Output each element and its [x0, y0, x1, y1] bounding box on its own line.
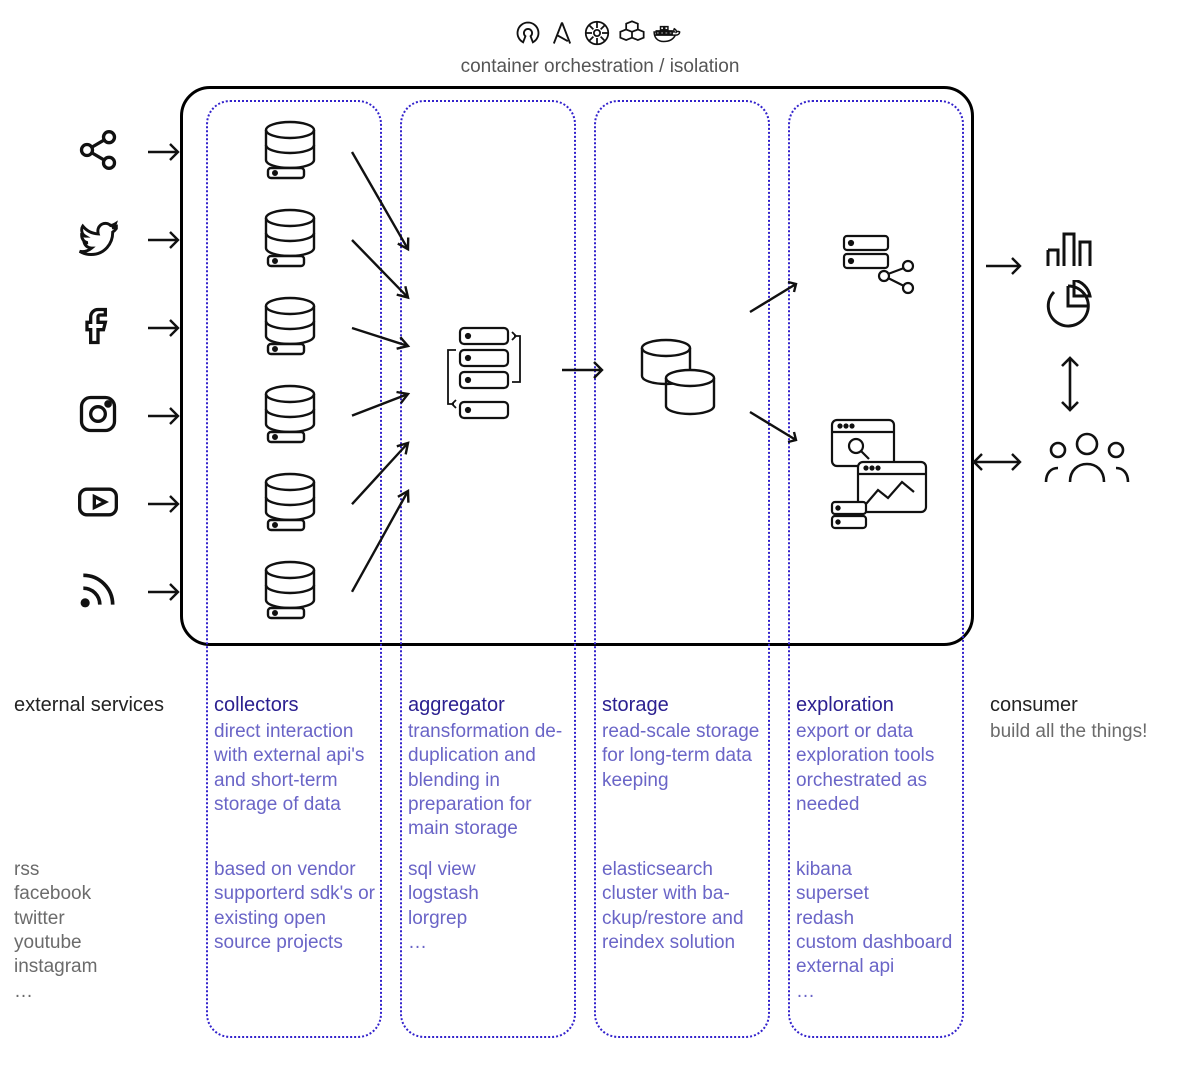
- youtube-icon: [76, 480, 124, 528]
- arrow-storage-to-exp-up: [746, 278, 806, 318]
- facebook-icon: [76, 304, 124, 352]
- arrow-rss-in: [146, 580, 186, 604]
- twitter-icon: [76, 216, 124, 264]
- consumer-desc: build all the things!: [990, 720, 1170, 744]
- external-examples: rssfacebooktwitteryoutubeinstagram…: [14, 858, 184, 1004]
- exploration-title: exploration: [796, 692, 894, 718]
- orchestration-icons: [0, 18, 1200, 52]
- storage-title: storage: [602, 692, 669, 718]
- consumer-users-icon: [1042, 430, 1132, 488]
- docker-icon: [652, 19, 686, 47]
- instagram-icon: [76, 392, 124, 440]
- external-title: external services: [14, 692, 164, 718]
- arrow-exp-to-consumer-1: [984, 254, 1028, 278]
- exploration-export-icon: [840, 232, 920, 304]
- aggregator-examples: sql viewlogstashlorgrep…: [408, 858, 578, 955]
- collectors-desc: direct interaction with external api's a…: [214, 720, 384, 817]
- ansible-icon: [548, 19, 576, 47]
- arrow-instagram-in: [146, 404, 186, 428]
- consumer-piechart-icon: [1042, 280, 1094, 332]
- aggregator-icon: [440, 322, 540, 434]
- collectors-examples: based on vendor supporterd sdk's or exis…: [214, 858, 384, 955]
- kubernetes-icon: [582, 18, 612, 48]
- storage-examples: elasticsearch cluster with ba­ckup/resto…: [602, 858, 772, 955]
- consumer-barchart-icon: [1042, 228, 1098, 270]
- rss-icon: [76, 568, 124, 616]
- arrow-collector-2-to-agg: [348, 324, 428, 362]
- collector-db-icon: [254, 208, 326, 270]
- collector-db-icon: [254, 296, 326, 358]
- arrow-facebook-in: [146, 316, 186, 340]
- nomad-icon: [618, 19, 646, 47]
- arrow-storage-to-exp-down: [746, 406, 806, 446]
- opensource-icon: [514, 19, 542, 47]
- collector-db-icon: [254, 472, 326, 534]
- arrow-collector-1-to-agg: [348, 236, 428, 314]
- collectors-title: collectors: [214, 692, 298, 718]
- exploration-examples: kibanasupersetredashcustom dash­boardext…: [796, 858, 966, 1004]
- share-icon: [76, 128, 124, 176]
- storage-icon: [630, 336, 730, 426]
- arrow-youtube-in: [146, 492, 186, 516]
- consumer-updown-icon: [1056, 352, 1084, 416]
- aggregator-title: aggregator: [408, 692, 505, 718]
- collector-db-icon: [254, 384, 326, 446]
- collector-db-icon: [254, 120, 326, 182]
- arrow-agg-to-storage: [560, 358, 610, 382]
- exploration-dashboard-icon: [826, 416, 936, 536]
- arrow-collector-3-to-agg: [348, 390, 428, 432]
- collector-db-icon: [254, 560, 326, 622]
- exploration-desc: export or data explo­ration tools orche­…: [796, 720, 966, 817]
- storage-desc: read-scale storage for long-term data ke…: [602, 720, 772, 793]
- arrow-exp-to-consumer-2: [964, 450, 1028, 474]
- consumer-title: consumer: [990, 692, 1170, 718]
- arrow-share-in: [146, 140, 186, 164]
- aggregator-desc: transformation de-duplication and blendi…: [408, 720, 578, 842]
- orchestration-label: container orchestration / isolation: [0, 56, 1200, 78]
- arrow-collector-5-to-agg: [348, 487, 428, 608]
- arrow-twitter-in: [146, 228, 186, 252]
